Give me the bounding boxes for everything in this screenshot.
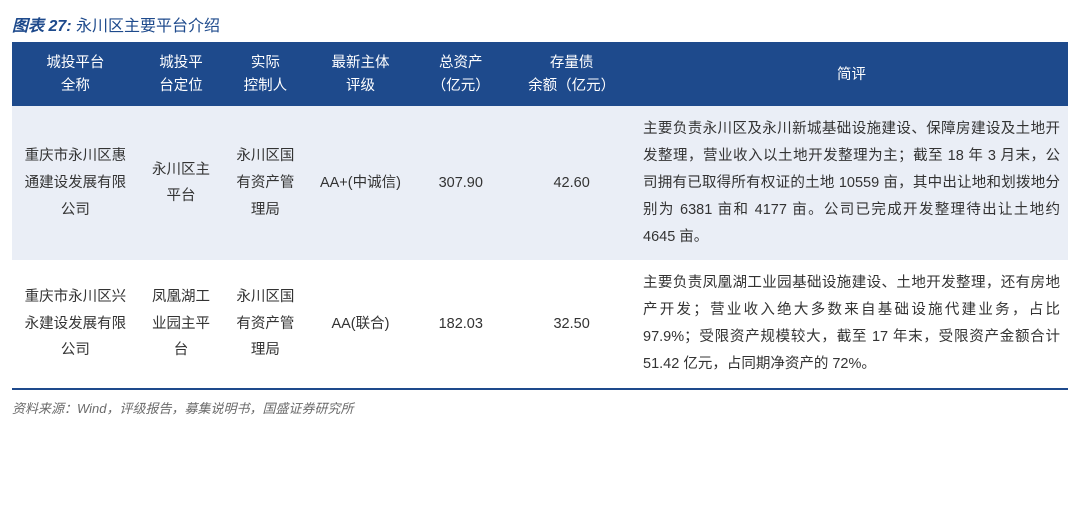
th-controller: 实际控制人 bbox=[223, 44, 307, 106]
figure-name: 永川区主要平台介绍 bbox=[76, 18, 220, 35]
th-position: 城投平台定位 bbox=[139, 44, 223, 106]
cell-debt: 32.50 bbox=[508, 260, 635, 387]
th-debt: 存量债余额（亿元） bbox=[508, 44, 635, 106]
table-header-row: 城投平台全称 城投平台定位 实际控制人 最新主体评级 总资产（亿元） 存量债余额… bbox=[12, 44, 1068, 106]
th-assets: 总资产（亿元） bbox=[413, 44, 508, 106]
figure-title: 图表 27: 永川区主要平台介绍 bbox=[12, 8, 1068, 44]
th-platform: 城投平台全称 bbox=[12, 44, 139, 106]
cell-controller: 永川区国有资产管理局 bbox=[223, 106, 307, 260]
table-row: 重庆市永川区兴永建设发展有限公司 凤凰湖工业园主平台 永川区国有资产管理局 AA… bbox=[12, 260, 1068, 387]
cell-controller: 永川区国有资产管理局 bbox=[223, 260, 307, 387]
table-row: 重庆市永川区惠通建设发展有限公司 永川区主平台 永川区国有资产管理局 AA+(中… bbox=[12, 106, 1068, 260]
platform-table: 城投平台全称 城投平台定位 实际控制人 最新主体评级 总资产（亿元） 存量债余额… bbox=[12, 44, 1068, 388]
th-rating: 最新主体评级 bbox=[308, 44, 414, 106]
cell-rating: AA(联合) bbox=[308, 260, 414, 387]
cell-assets: 182.03 bbox=[413, 260, 508, 387]
cell-comment: 主要负责永川区及永川新城基础设施建设、保障房建设及土地开发整理，营业收入以土地开… bbox=[635, 106, 1068, 260]
cell-debt: 42.60 bbox=[508, 106, 635, 260]
cell-position: 永川区主平台 bbox=[139, 106, 223, 260]
source-note: 资料来源：Wind，评级报告，募集说明书，国盛证券研究所 bbox=[12, 388, 1068, 421]
cell-platform: 重庆市永川区兴永建设发展有限公司 bbox=[12, 260, 139, 387]
cell-assets: 307.90 bbox=[413, 106, 508, 260]
th-comment: 简评 bbox=[635, 44, 1068, 106]
cell-rating: AA+(中诚信) bbox=[308, 106, 414, 260]
cell-position: 凤凰湖工业园主平台 bbox=[139, 260, 223, 387]
cell-comment: 主要负责凤凰湖工业园基础设施建设、土地开发整理，还有房地产开发；营业收入绝大多数… bbox=[635, 260, 1068, 387]
figure-index: 图表 27: bbox=[12, 18, 72, 35]
cell-platform: 重庆市永川区惠通建设发展有限公司 bbox=[12, 106, 139, 260]
